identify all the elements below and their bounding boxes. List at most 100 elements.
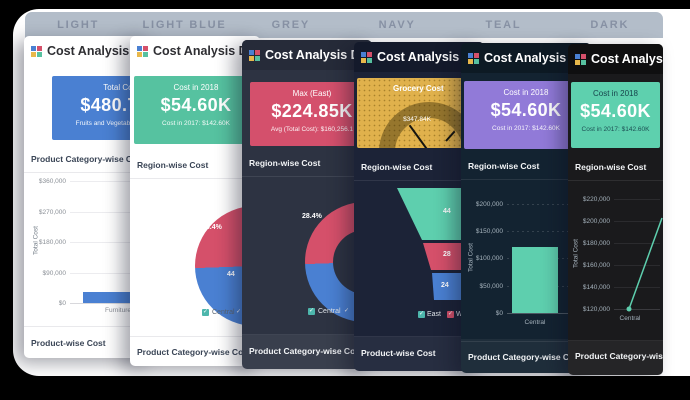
y-axis-label: Total Cost: [32, 226, 40, 255]
kpi-cost-2018: Cost in 2018 $54.60K Cost in 2017: $142.…: [571, 82, 660, 148]
y-tick: $0: [58, 300, 66, 307]
y-tick: $90,000: [42, 270, 67, 277]
x-axis: [507, 313, 591, 314]
bar-furniture[interactable]: [83, 292, 154, 303]
x-tick: Central: [524, 319, 546, 326]
chart-title: Region-wise Cost: [137, 160, 209, 170]
dashboard-header: Cost Analysis Dashboard: [568, 44, 663, 74]
theme-tab-bar: LIGHT LIGHT BLUE GREY NAVY TEAL DARK: [25, 12, 663, 38]
dashboard-logo-icon: [137, 45, 148, 57]
y-tick: $180,000: [38, 239, 66, 246]
dashboard-logo-icon: [575, 53, 586, 65]
bar-central[interactable]: [512, 247, 558, 313]
kpi-max-east: Max (East) $224.85K Avg (Total Cost): $1…: [250, 82, 372, 146]
theme-card-light-blue[interactable]: Cost Analysis Dashboard Cost in 2018 $54…: [130, 36, 260, 366]
x-axis: [614, 309, 660, 310]
gridline: [70, 181, 154, 182]
tab-navy[interactable]: NAVY: [378, 19, 416, 31]
tab-dark[interactable]: DARK: [590, 19, 630, 31]
legend-checkbox-central[interactable]: [308, 308, 315, 315]
bottom-section-title: Product Category-wise Cost by Region: [137, 347, 260, 357]
chart-title: Product Category-wise Cost: [31, 154, 145, 164]
tab-light-blue[interactable]: LIGHT BLUE: [142, 19, 227, 31]
legend-label: East: [427, 311, 442, 318]
divider: [24, 326, 154, 327]
divider: [354, 180, 484, 181]
divider: [354, 336, 484, 337]
theme-card-grey[interactable]: Cost Analysis Dashboard Max (East) $224.…: [242, 40, 372, 369]
y-tick: $200,000: [475, 201, 503, 208]
dashboard-title: Cost Analysis Dashboard: [153, 44, 260, 58]
bottom-section-title: Product-wise Cost: [361, 348, 436, 358]
dashboard-title: Cost Analysis Dashboard: [265, 48, 372, 62]
gridline: [614, 221, 660, 222]
y-tick: $0: [495, 310, 503, 317]
dashboard-title: Cost Analysis Dashboard: [47, 44, 154, 58]
y-axis-label: Total Cost: [467, 243, 475, 272]
bottom-strip: [568, 341, 663, 375]
dashboard-title: Cost Analysis Dashboard: [484, 51, 591, 65]
y-tick: $270,000: [38, 209, 66, 216]
kpi-cost-2018: Cost in 2018 $54.60K Cost in 2017: $142.…: [134, 76, 258, 144]
funnel-label: 28: [443, 251, 451, 258]
dashboard-title: Cost Analysis Dashboard: [591, 52, 663, 66]
legend-checkbox[interactable]: [343, 308, 350, 315]
dashboard-header: Cost Analysis Dashboard: [130, 36, 260, 66]
divider: [242, 176, 372, 177]
dashboard-logo-icon: [31, 45, 42, 57]
x-tick: Central: [619, 315, 641, 322]
dashboard-header: Cost Analysis Dashboard: [242, 40, 372, 70]
gauge-value: $347.84K: [403, 116, 431, 123]
theme-card-dark[interactable]: Cost Analysis Dashboard Cost in 2018 $54…: [568, 44, 663, 375]
gridline: [507, 231, 591, 232]
tab-teal[interactable]: TEAL: [485, 19, 522, 31]
divider: [461, 341, 591, 342]
tab-light[interactable]: LIGHT: [57, 19, 100, 31]
funnel-label: 24: [441, 282, 449, 289]
gridline: [70, 212, 154, 213]
legend-checkbox-central[interactable]: [202, 309, 209, 316]
donut-label: 28.4%: [302, 213, 322, 220]
gridline: [507, 204, 591, 205]
divider: [130, 178, 260, 179]
y-tick: $140,000: [582, 284, 610, 291]
divider: [24, 172, 154, 173]
y-tick: $200,000: [582, 218, 610, 225]
gridline: [614, 265, 660, 266]
bottom-section-title: Product Category-wise Cost by Region: [575, 351, 663, 361]
x-tick: Furniture: [104, 307, 131, 314]
themes-panel: LIGHT LIGHT BLUE GREY NAVY TEAL DARK Cos…: [13, 9, 690, 376]
y-tick: $120,000: [582, 306, 610, 313]
funnel-label: 44: [443, 208, 451, 215]
y-tick: $360,000: [38, 178, 66, 185]
dashboard-logo-icon: [361, 51, 372, 63]
y-tick: $160,000: [582, 262, 610, 269]
dashboard-logo-icon: [249, 49, 260, 61]
legend-checkbox-west[interactable]: [447, 311, 454, 318]
dashboard-logo-icon: [468, 52, 479, 64]
legend-label: Central: [212, 309, 235, 316]
gridline: [70, 242, 154, 243]
gridline: [70, 273, 154, 274]
dashboard-title: Cost Analysis Dashboard: [377, 50, 484, 64]
chart-title: Region-wise Cost: [468, 161, 540, 171]
y-tick: $180,000: [582, 240, 610, 247]
divider: [242, 334, 372, 335]
bottom-strip: [242, 335, 372, 369]
dashboard-header: Cost Analysis Dashboard: [24, 36, 154, 66]
y-tick: $220,000: [582, 196, 610, 203]
tab-grey[interactable]: GREY: [271, 19, 310, 31]
bottom-section-title: Product-wise Cost: [31, 338, 106, 348]
legend-checkbox-east[interactable]: [418, 311, 425, 318]
chart-title: Region-wise Cost: [361, 162, 433, 172]
chart-title: Region-wise Cost: [575, 162, 647, 172]
legend-checkbox[interactable]: [235, 309, 242, 316]
y-tick: $150,000: [475, 228, 503, 235]
bottom-section-title: Product Category-wise Cost by Region: [468, 352, 591, 362]
legend-label: Central: [318, 308, 341, 315]
x-axis: [70, 303, 154, 304]
divider: [461, 179, 591, 180]
divider: [568, 180, 663, 181]
gridline: [614, 199, 660, 200]
